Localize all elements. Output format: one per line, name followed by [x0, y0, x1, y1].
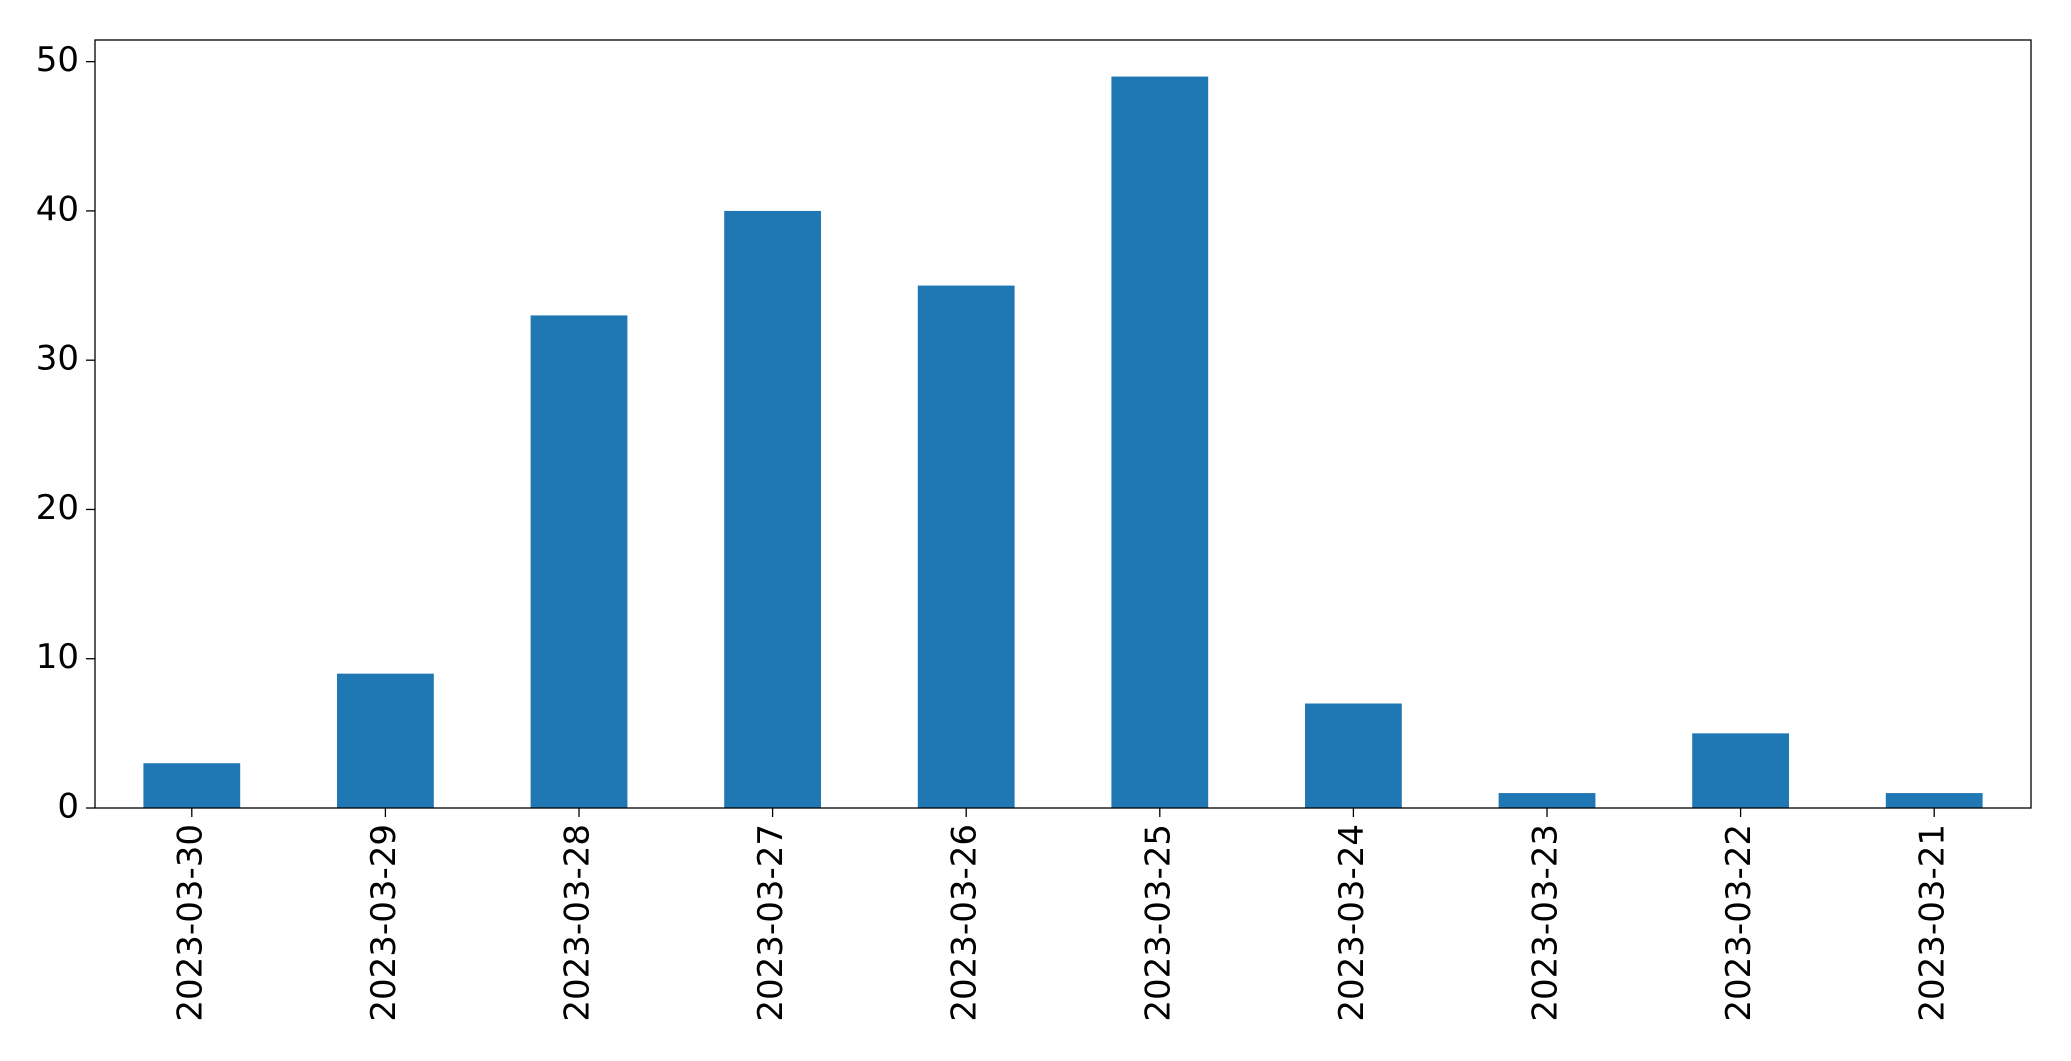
bar — [1305, 703, 1402, 808]
y-tick-label: 30 — [36, 339, 79, 379]
y-tick-label: 20 — [36, 488, 79, 528]
bar — [724, 210, 821, 808]
x-tick-label: 2023-03-29 — [364, 824, 404, 1022]
y-tick-label: 0 — [57, 787, 79, 827]
bar — [1692, 733, 1789, 808]
bar — [1885, 793, 1983, 808]
bar — [143, 763, 241, 808]
bar — [1498, 793, 1596, 808]
x-tick-label: 2023-03-30 — [170, 824, 210, 1022]
y-tick-label: 10 — [36, 637, 79, 677]
x-tick-label: 2023-03-28 — [558, 824, 598, 1022]
bar — [337, 673, 434, 808]
x-tick-label: 2023-03-26 — [945, 824, 985, 1022]
bar — [530, 315, 628, 808]
x-tick-label: 2023-03-24 — [1332, 824, 1372, 1022]
bar — [1111, 76, 1209, 809]
plot-frame — [94, 39, 2032, 809]
y-tick-label: 40 — [36, 189, 79, 229]
x-tick-label: 2023-03-25 — [1138, 824, 1178, 1022]
x-tick-label: 2023-03-22 — [1719, 824, 1759, 1022]
bar — [917, 285, 1015, 808]
x-tick-label: 2023-03-21 — [1913, 824, 1953, 1022]
x-tick-label: 2023-03-27 — [751, 824, 791, 1022]
x-tick-label: 2023-03-23 — [1526, 824, 1566, 1022]
y-tick-label: 50 — [36, 40, 79, 80]
